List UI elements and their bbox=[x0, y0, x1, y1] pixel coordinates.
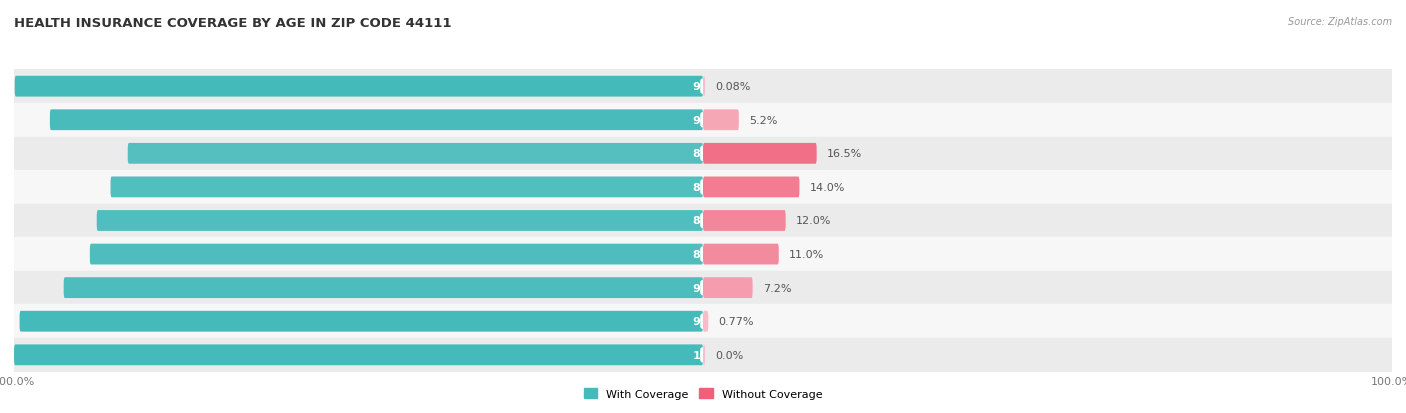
Text: 7.2%: 7.2% bbox=[763, 283, 792, 293]
Bar bbox=[14, 104, 703, 137]
Bar bbox=[703, 70, 1392, 104]
Bar bbox=[703, 338, 1392, 372]
Text: 94.8%: 94.8% bbox=[693, 116, 731, 126]
Text: 88.0%: 88.0% bbox=[693, 216, 731, 226]
FancyBboxPatch shape bbox=[703, 76, 704, 97]
Bar bbox=[703, 171, 1392, 204]
Bar bbox=[111, 177, 703, 198]
Bar bbox=[14, 137, 703, 171]
Bar bbox=[49, 110, 703, 131]
FancyBboxPatch shape bbox=[703, 211, 786, 231]
Bar bbox=[63, 278, 703, 298]
Bar bbox=[14, 204, 703, 238]
Bar bbox=[14, 305, 703, 338]
FancyBboxPatch shape bbox=[703, 311, 709, 332]
Text: 0.0%: 0.0% bbox=[716, 350, 744, 360]
Bar bbox=[90, 244, 703, 265]
Text: 92.8%: 92.8% bbox=[693, 283, 731, 293]
FancyBboxPatch shape bbox=[111, 177, 703, 198]
Text: 83.5%: 83.5% bbox=[693, 149, 731, 159]
Text: 0.77%: 0.77% bbox=[718, 316, 754, 326]
Text: 26 to 34 Years: 26 to 34 Years bbox=[703, 183, 786, 192]
Text: 6 to 18 Years: 6 to 18 Years bbox=[703, 116, 779, 126]
Bar bbox=[14, 76, 703, 97]
Text: HEALTH INSURANCE COVERAGE BY AGE IN ZIP CODE 44111: HEALTH INSURANCE COVERAGE BY AGE IN ZIP … bbox=[14, 17, 451, 29]
FancyBboxPatch shape bbox=[63, 278, 703, 298]
Text: 16.5%: 16.5% bbox=[827, 149, 862, 159]
FancyBboxPatch shape bbox=[703, 110, 738, 131]
Text: 100.0%: 100.0% bbox=[693, 350, 738, 360]
Bar bbox=[97, 211, 703, 231]
FancyBboxPatch shape bbox=[97, 211, 703, 231]
Bar bbox=[703, 204, 1392, 238]
Text: 11.0%: 11.0% bbox=[789, 249, 824, 259]
Bar bbox=[703, 104, 1392, 137]
Bar bbox=[14, 171, 703, 204]
Bar bbox=[14, 70, 703, 104]
Text: 0.08%: 0.08% bbox=[716, 82, 751, 92]
Bar bbox=[20, 311, 703, 332]
Text: 45 to 54 Years: 45 to 54 Years bbox=[703, 249, 786, 259]
FancyBboxPatch shape bbox=[14, 76, 703, 97]
Bar bbox=[14, 238, 703, 271]
Text: 14.0%: 14.0% bbox=[810, 183, 845, 192]
FancyBboxPatch shape bbox=[128, 144, 703, 164]
Text: 19 to 25 Years: 19 to 25 Years bbox=[703, 149, 786, 159]
FancyBboxPatch shape bbox=[703, 144, 817, 164]
Text: 5.2%: 5.2% bbox=[749, 116, 778, 126]
Bar bbox=[703, 305, 1392, 338]
FancyBboxPatch shape bbox=[703, 177, 800, 198]
FancyBboxPatch shape bbox=[49, 110, 703, 131]
Text: 89.0%: 89.0% bbox=[693, 249, 731, 259]
Text: 65 to 74 Years: 65 to 74 Years bbox=[703, 316, 786, 326]
FancyBboxPatch shape bbox=[14, 344, 703, 366]
Text: 35 to 44 Years: 35 to 44 Years bbox=[703, 216, 786, 226]
Text: Source: ZipAtlas.com: Source: ZipAtlas.com bbox=[1288, 17, 1392, 26]
Bar bbox=[703, 238, 1392, 271]
Text: 75 Years and older: 75 Years and older bbox=[703, 350, 810, 360]
Bar bbox=[14, 338, 703, 372]
Bar bbox=[128, 144, 703, 164]
Bar bbox=[703, 137, 1392, 171]
Text: 86.0%: 86.0% bbox=[693, 183, 731, 192]
Legend: With Coverage, Without Coverage: With Coverage, Without Coverage bbox=[579, 384, 827, 404]
Text: 12.0%: 12.0% bbox=[796, 216, 831, 226]
Bar bbox=[14, 344, 703, 366]
Text: Under 6 Years: Under 6 Years bbox=[703, 82, 783, 92]
Text: 99.2%: 99.2% bbox=[693, 316, 731, 326]
Text: 99.9%: 99.9% bbox=[693, 82, 731, 92]
Bar bbox=[703, 271, 1392, 305]
Bar bbox=[14, 271, 703, 305]
FancyBboxPatch shape bbox=[703, 244, 779, 265]
FancyBboxPatch shape bbox=[20, 311, 703, 332]
FancyBboxPatch shape bbox=[703, 278, 752, 298]
FancyBboxPatch shape bbox=[90, 244, 703, 265]
FancyBboxPatch shape bbox=[703, 344, 704, 366]
Text: 55 to 64 Years: 55 to 64 Years bbox=[703, 283, 786, 293]
